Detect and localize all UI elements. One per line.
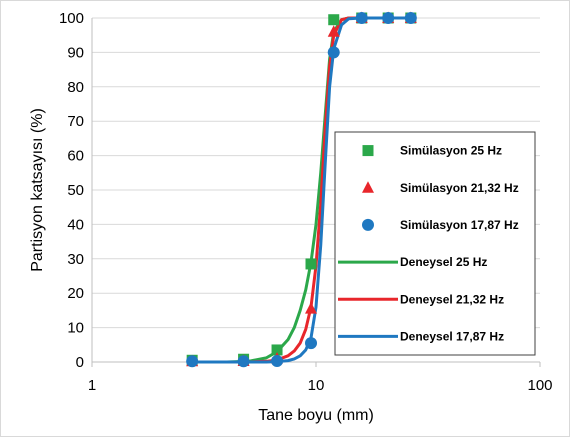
data-point-simulasyon-0 [328, 14, 340, 26]
y-tick-label: 40 [67, 216, 84, 233]
data-point-simulasyon-1 [327, 25, 340, 37]
data-point-simulasyon-0 [305, 258, 317, 270]
data-point-simulasyon-2 [305, 337, 318, 350]
data-point-simulasyon-1 [305, 302, 318, 314]
data-point-simulasyon-2 [271, 354, 284, 367]
y-tick-label: 0 [76, 354, 84, 371]
x-axis-title: Tane boyu (mm) [258, 407, 374, 424]
legend-swatch-marker [362, 218, 374, 231]
data-point-simulasyon-2 [404, 12, 417, 24]
data-point-simulasyon-0 [271, 344, 283, 356]
legend-entry-label: Simülasyon 21,32 Hz [400, 181, 519, 195]
data-point-simulasyon-2 [186, 355, 199, 368]
legend-entry-label: Deneysel 25 Hz [400, 255, 487, 269]
legend-swatch-marker [362, 181, 374, 193]
data-point-simulasyon-2 [382, 12, 395, 24]
legend-entry-label: Simülasyon 25 Hz [400, 144, 502, 158]
y-tick-label: 30 [67, 251, 84, 268]
y-tick-label: 60 [67, 148, 84, 165]
y-tick-label: 100 [59, 10, 84, 27]
legend-entry-label: Deneysel 17,87 Hz [400, 329, 504, 343]
legend-box [334, 131, 536, 356]
data-point-simulasyon-2 [237, 355, 250, 368]
y-tick-label: 20 [67, 285, 84, 302]
y-axis-title: Partisyon katsayısı (%) [29, 108, 46, 272]
x-tick-label: 1 [88, 377, 96, 394]
y-tick-label: 10 [67, 320, 84, 337]
legend: Simülasyon 25 Hz Simülasyon 21,32 Hz Simül… [334, 131, 536, 356]
y-tick-label: 80 [67, 79, 84, 96]
x-tick-label: 10 [308, 377, 325, 394]
data-point-simulasyon-2 [355, 12, 368, 24]
legend-swatch-marker [362, 145, 374, 157]
data-point-simulasyon-2 [327, 46, 340, 59]
legend-entry-label: Simülasyon 17,87 Hz [400, 218, 519, 232]
y-tick-label: 90 [67, 44, 84, 61]
y-tick-label: 70 [67, 113, 84, 130]
series-line-deneysel-2 [192, 16, 411, 364]
legend-entry-label: Deneysel 21,32 Hz [400, 292, 504, 306]
y-tick-label: 50 [67, 182, 84, 199]
x-tick-label: 100 [527, 377, 552, 394]
series [186, 11, 417, 368]
